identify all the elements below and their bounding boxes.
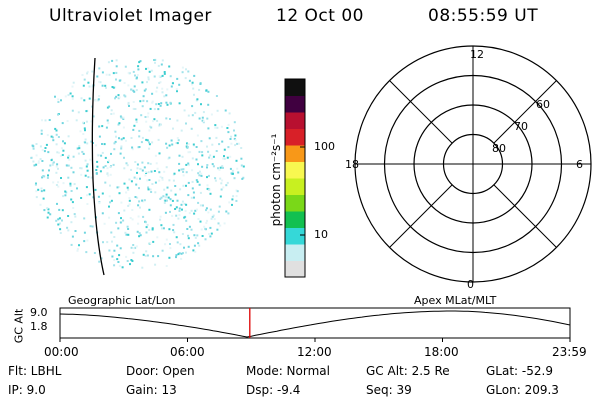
timeline-left-label: Geographic Lat/Lon [68, 294, 176, 307]
timeline-right-label: Apex MLat/MLT [414, 294, 497, 307]
timeline-x-tick-1800: 18:00 [424, 345, 459, 359]
observation-time: 08:55:59 UT [428, 6, 539, 26]
timeline-y-tick-bottom: 1.8 [30, 320, 48, 333]
gc-alt-info: GC Alt: 2.5 Re [366, 364, 450, 378]
altitude-curve [59, 310, 571, 338]
filter-info: Flt: LBHL [8, 364, 62, 378]
instrument-title: Ultraviolet Imager [49, 6, 212, 26]
dsp-info: Dsp: -9.4 [246, 383, 301, 397]
mode-info: Mode: Normal [246, 364, 330, 378]
door-info: Door: Open [126, 364, 195, 378]
colorbar-tick-10: 10 [314, 228, 328, 241]
glat-info: GLat: -52.9 [486, 364, 553, 378]
lat-label-70: 70 [514, 120, 528, 133]
colorbar-frame [284, 78, 306, 278]
mlt-label-18: 18 [345, 158, 359, 171]
timeline-x-tick-2359: 23:59 [552, 345, 587, 359]
lat-label-60: 60 [536, 98, 550, 111]
ip-info: IP: 9.0 [8, 383, 46, 397]
mlt-spoke-diagonal [493, 80, 557, 144]
seq-info: Seq: 39 [366, 383, 412, 397]
terminator-line [91, 57, 105, 276]
colorbar-tick-100: 100 [314, 140, 335, 153]
timeline-frame [59, 307, 571, 339]
image-speckles [30, 58, 245, 269]
mlt-label-0: 0 [467, 278, 474, 291]
gain-info: Gain: 13 [126, 383, 177, 397]
timeline-x-tick-1200: 12:00 [297, 345, 332, 359]
colorbar-gradient [285, 79, 305, 278]
lat-label-80: 80 [492, 142, 506, 155]
timeline-x-tick-0000: 00:00 [44, 345, 79, 359]
timeline-y-tick-top: 9.0 [30, 306, 48, 319]
mlt-label-12: 12 [470, 48, 484, 61]
mlt-spoke-diagonal [493, 184, 557, 248]
timeline-x-tick-0600: 06:00 [170, 345, 205, 359]
mlt-label-6: 6 [576, 158, 583, 171]
observation-date: 12 Oct 00 [276, 6, 364, 26]
glon-info: GLon: 209.3 [486, 383, 559, 397]
mlt-spoke-diagonal [389, 80, 453, 144]
mlt-spoke-diagonal [389, 184, 453, 248]
